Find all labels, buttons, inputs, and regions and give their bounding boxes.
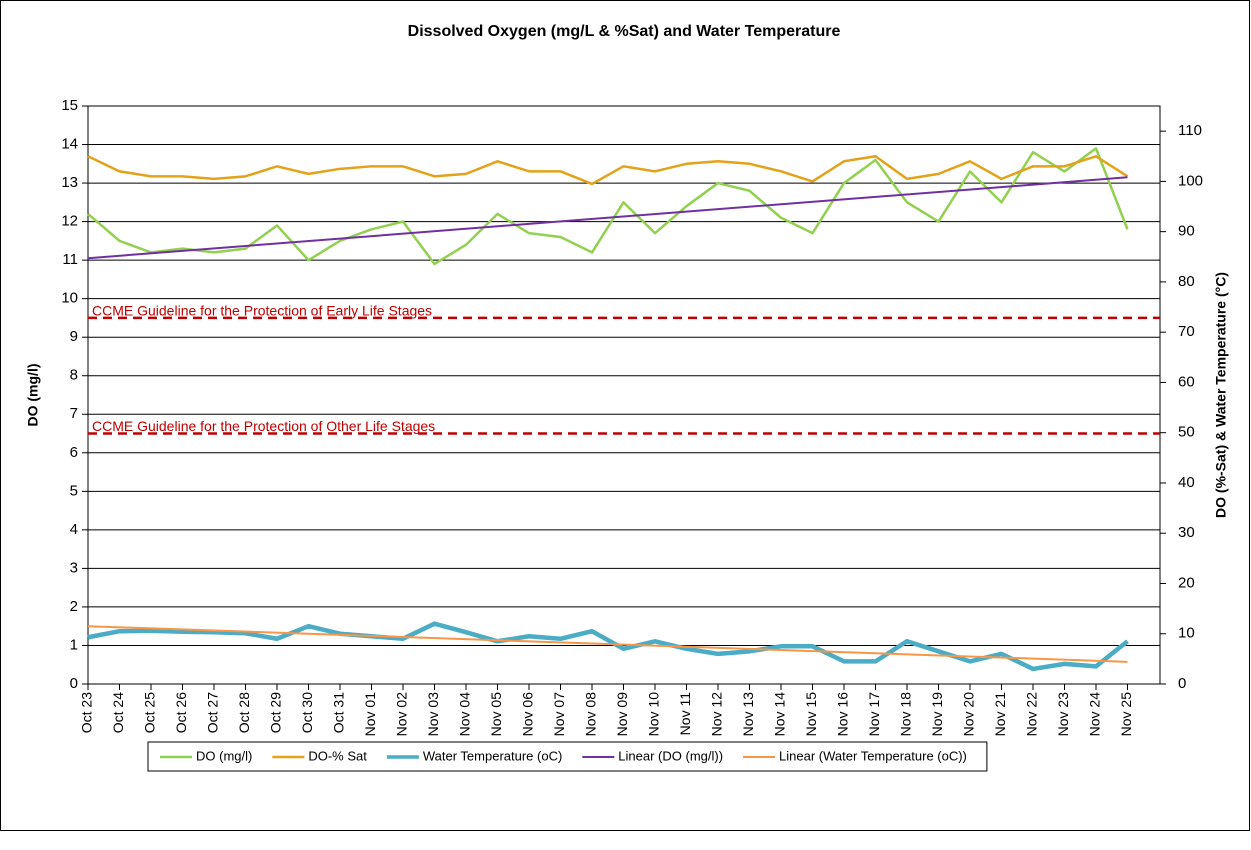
x-tick-label: Nov 03: [425, 692, 441, 737]
x-tick-label: Nov 23: [1055, 692, 1071, 737]
guideline-label: CCME Guideline for the Protection of Ear…: [92, 303, 432, 319]
y-axis-title: DO (mg/l): [25, 364, 41, 427]
y2-axis-title: DO (%-Sat) & Water Temperature (°C): [1213, 272, 1229, 518]
y2-tick-label: 100: [1178, 172, 1203, 189]
x-tick-label: Nov 16: [835, 692, 851, 737]
x-tick-label: Oct 28: [236, 692, 252, 733]
series-line: [87, 147, 1129, 266]
x-tick-label: Nov 22: [1024, 692, 1040, 737]
y2-tick-label: 110: [1178, 122, 1202, 139]
y2-tick-label: 0: [1178, 675, 1186, 692]
guideline-label: CCME Guideline for the Protection of Oth…: [92, 418, 435, 434]
x-tick-label: Nov 07: [551, 692, 567, 737]
y2-tick-label: 90: [1178, 223, 1195, 240]
legend: DO (mg/l) DO-% Sat Water Temperature (oC) L…: [147, 741, 988, 772]
y-tick-label: 1: [70, 636, 78, 653]
x-tick-label: Nov 05: [488, 692, 504, 737]
y2-tick-label: 60: [1178, 373, 1195, 390]
x-tick-label: Nov 12: [709, 692, 725, 737]
series-line: [87, 625, 1128, 663]
x-tick-label: Nov 15: [803, 692, 819, 737]
x-tick-label: Nov 14: [772, 692, 788, 737]
y2-tick-label: 50: [1178, 424, 1195, 441]
x-tick-label: Nov 13: [740, 692, 756, 737]
x-tick-label: Nov 01: [362, 692, 378, 737]
y2-tick-label: 10: [1178, 625, 1195, 642]
x-tick-label: Nov 09: [614, 692, 630, 737]
chart-title: Dissolved Oxygen (mg/L & %Sat) and Water…: [408, 23, 841, 40]
y2-tick-label: 20: [1178, 574, 1195, 591]
y-tick-label: 9: [70, 328, 78, 345]
y-tick-label: 11: [62, 251, 78, 268]
x-tick-label: Oct 29: [268, 692, 284, 733]
y-tick-label: 3: [70, 559, 78, 576]
y-tick-label: 10: [61, 290, 78, 307]
legend-label: Water Temperature (oC): [423, 748, 562, 763]
legend-label: Linear (DO (mg/l)): [618, 748, 723, 763]
y2-tick-label: 40: [1178, 474, 1195, 491]
y2-tick-label: 80: [1178, 273, 1195, 290]
x-tick-label: Nov 17: [866, 692, 882, 737]
series-line: [87, 176, 1128, 260]
x-tick-label: Nov 08: [583, 692, 599, 737]
y-tick-label: 0: [70, 675, 78, 692]
x-tick-label: Nov 11: [677, 692, 693, 736]
legend-label: DO-% Sat: [308, 748, 367, 763]
series-line: [87, 155, 1129, 186]
x-tick-label: Nov 19: [929, 692, 945, 737]
chart-border: [0, 0, 1250, 831]
y-tick-label: 5: [70, 482, 78, 499]
y-tick-label: 7: [70, 405, 78, 422]
x-tick-label: Nov 02: [394, 692, 410, 737]
legend-label: Linear (Water Temperature (oC)): [779, 748, 967, 763]
x-tick-label: Oct 30: [299, 692, 315, 733]
x-tick-label: Nov 25: [1118, 692, 1134, 737]
x-tick-label: Oct 24: [110, 692, 126, 733]
legend-label: DO (mg/l): [196, 748, 252, 763]
y2-tick-label: 30: [1178, 524, 1195, 541]
x-tick-label: Nov 06: [520, 692, 536, 737]
x-tick-label: Oct 31: [331, 692, 347, 733]
x-tick-label: Oct 25: [142, 692, 158, 733]
x-tick-label: Nov 18: [898, 692, 914, 737]
x-tick-label: Oct 27: [205, 692, 221, 733]
x-tick-label: Oct 26: [173, 692, 189, 733]
x-tick-label: Nov 10: [646, 692, 662, 737]
y-tick-label: 12: [61, 213, 78, 230]
y-tick-label: 8: [70, 367, 78, 384]
y-tick-label: 2: [70, 598, 78, 615]
y-tick-label: 14: [61, 136, 78, 153]
y-tick-label: 13: [61, 174, 78, 191]
x-tick-label: Oct 23: [79, 692, 95, 733]
x-tick-label: Nov 04: [457, 692, 473, 737]
y-tick-label: 15: [61, 97, 78, 114]
x-tick-label: Nov 20: [961, 692, 977, 737]
y-tick-label: 6: [70, 444, 78, 461]
x-tick-label: Nov 21: [992, 692, 1008, 737]
y2-tick-label: 70: [1178, 323, 1195, 340]
y-tick-label: 4: [70, 521, 78, 538]
x-tick-label: Nov 24: [1087, 692, 1103, 737]
